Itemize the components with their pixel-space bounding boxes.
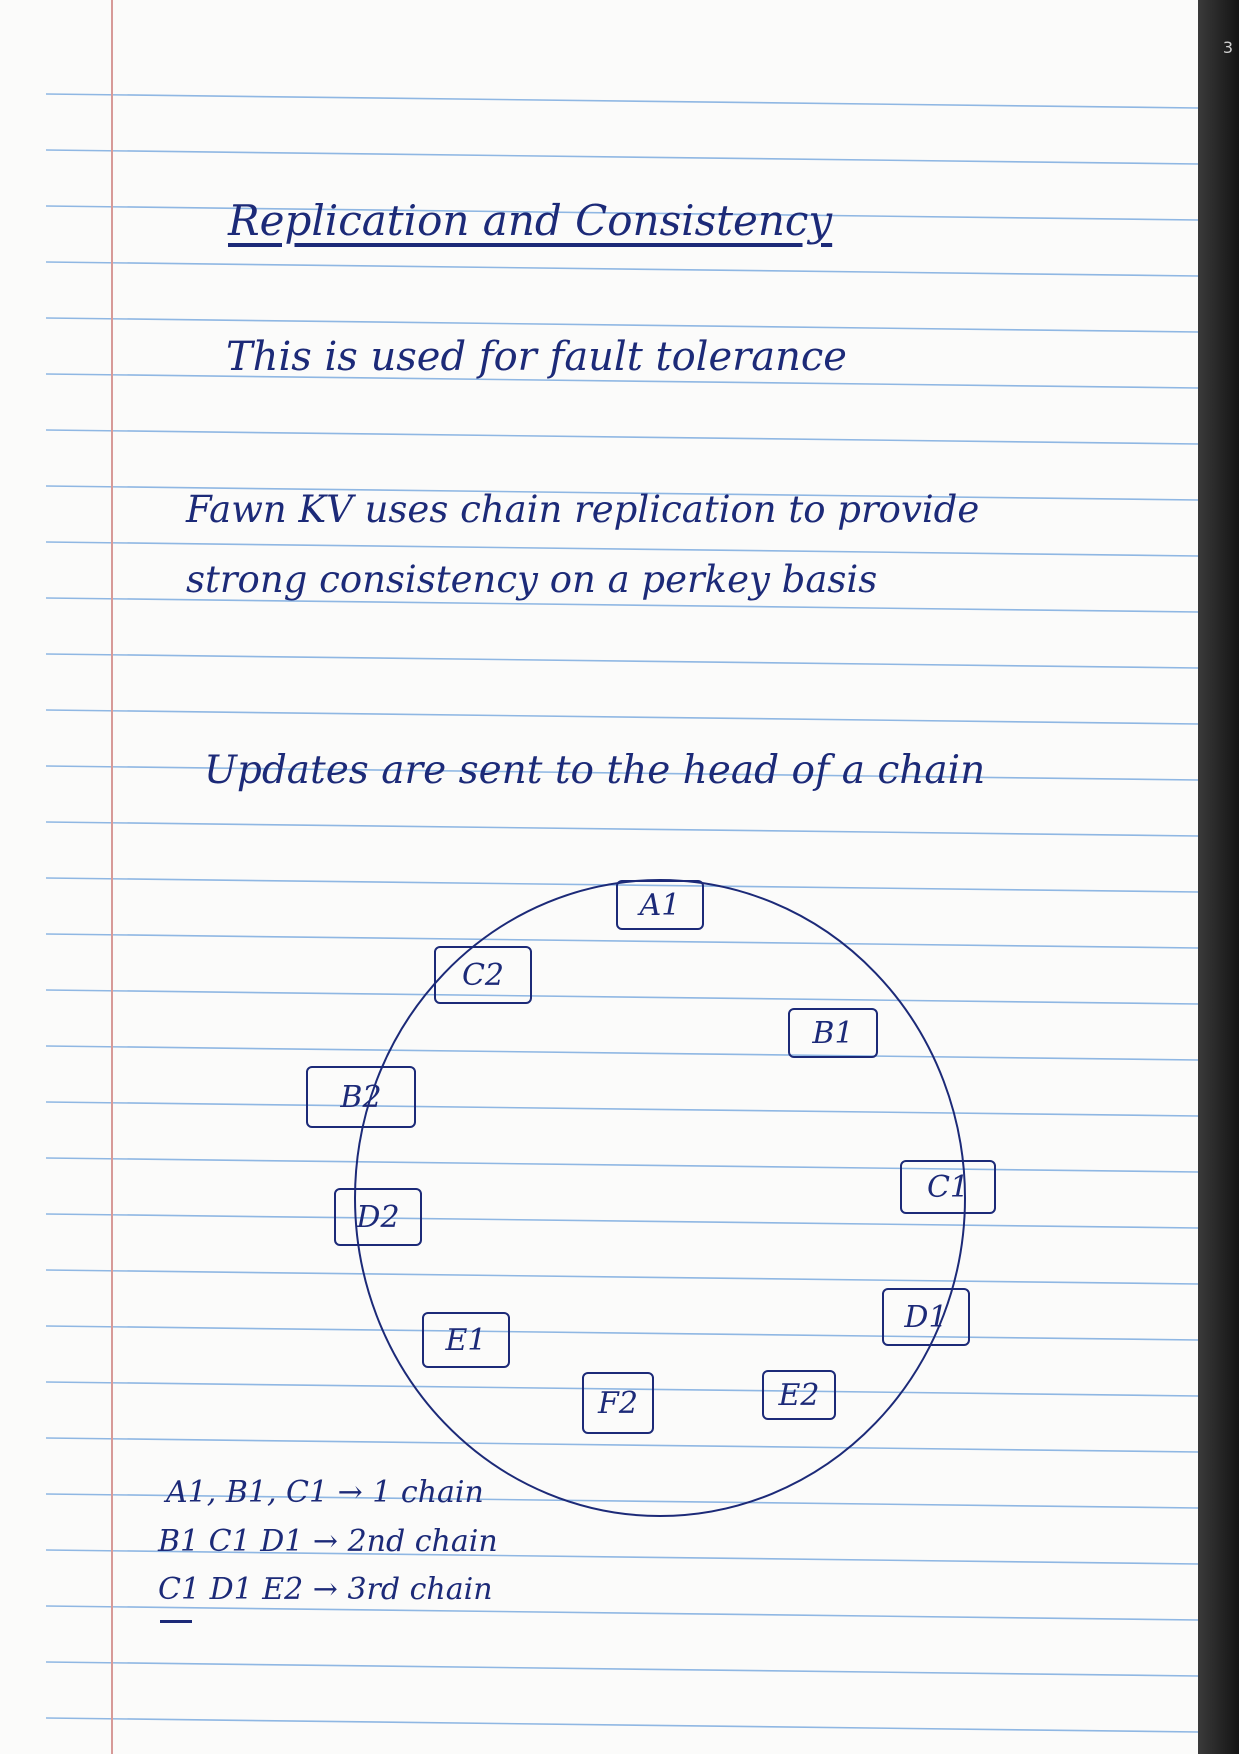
node-d2: D2 [334,1188,422,1246]
node-a1: A1 [616,880,704,930]
chain-line-2: B1 C1 D1 → 2nd chain [158,1524,498,1559]
ruled-line [46,373,1198,389]
ruled-line [46,541,1198,557]
note-line-1: This is used for fault tolerance [226,334,847,380]
ruled-line [46,821,1198,837]
page-corner-mark: 3 [1222,38,1233,57]
ruled-line [46,317,1198,333]
node-d1: D1 [882,1288,970,1346]
note-line-2: Fawn KV uses chain replication to provid… [186,488,980,531]
ruled-line [46,1101,1198,1117]
node-b2: B2 [306,1066,416,1128]
ruled-line [46,485,1198,501]
ruled-line [46,1661,1198,1677]
chain-line-1: A1, B1, C1 → 1 chain [166,1475,484,1510]
ruled-line [46,205,1198,221]
ruled-line [46,1381,1198,1397]
ruled-line [46,877,1198,893]
ruled-line [46,261,1198,277]
ruled-line [46,597,1198,613]
underline-mark [160,1620,192,1623]
node-b1: B1 [788,1008,878,1058]
ruled-line [46,765,1198,781]
ruled-line [46,709,1198,725]
ruled-line [46,149,1198,165]
ruled-line [46,1717,1198,1733]
ruled-lines [46,93,1198,1733]
ruled-line [46,1437,1198,1453]
node-c2: C2 [434,946,532,1004]
ruled-line [46,989,1198,1005]
node-c1: C1 [900,1160,996,1214]
notebook-page: Replication and Consistency This is used… [0,0,1198,1754]
ruled-line [46,1269,1198,1285]
ruled-line [46,933,1198,949]
ruled-line [46,1213,1198,1229]
ruled-line [46,1157,1198,1173]
ruled-line [46,1325,1198,1341]
node-e2: E2 [762,1370,836,1420]
ruled-line [46,1549,1198,1565]
chain-line-3: C1 D1 E2 → 3rd chain [158,1572,493,1607]
ruled-line [46,1493,1198,1509]
ruled-line [46,1045,1198,1061]
ruled-line [46,653,1198,669]
ruled-line [46,429,1198,445]
node-f2: F2 [582,1372,654,1434]
node-e1: E1 [422,1312,510,1368]
ruled-line [46,93,1198,109]
page-edge-shadow: 3 [1198,0,1239,1754]
page-title: Replication and Consistency [228,196,833,245]
margin-line [111,0,113,1754]
note-line-3: strong consistency on a perkey basis [186,558,878,601]
ruled-line [46,1605,1198,1621]
note-line-4: Updates are sent to the head of a chain [204,748,986,793]
